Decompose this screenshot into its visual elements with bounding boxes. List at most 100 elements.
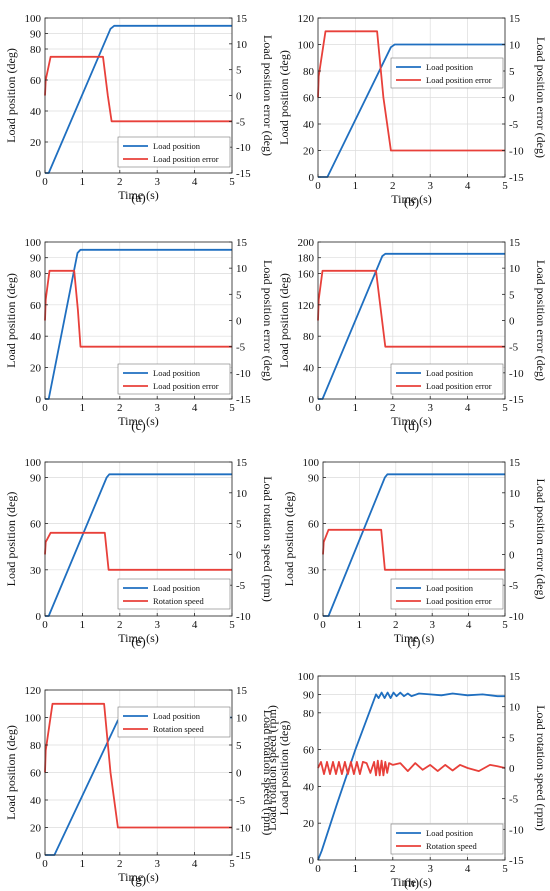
x-tick-label: 1 (80, 176, 86, 188)
y2-tick-label: 15 (236, 685, 248, 697)
y-tick-label: 90 (30, 253, 42, 265)
y-tick-label: 20 (30, 137, 42, 149)
y2-tick-label: 10 (509, 702, 521, 714)
y-axis-label: Load position (deg) (282, 492, 296, 587)
legend-label: Load position error (426, 75, 492, 85)
x-tick-label: 1 (353, 180, 359, 192)
x-tick-label: 5 (502, 863, 508, 875)
x-tick-label: 0 (315, 402, 321, 414)
y-tick-label: 80 (30, 740, 42, 752)
x-tick-label: 2 (390, 402, 396, 414)
y2-axis-label: Load position error (deg) (534, 260, 548, 381)
y2-tick-label: 5 (509, 732, 515, 744)
legend-label: Load position error (153, 154, 219, 164)
y2-tick-label: -5 (236, 342, 246, 354)
y-axis-label: Load position (deg) (4, 492, 18, 587)
y-tick-label: 20 (303, 818, 315, 830)
y-tick-label: 40 (30, 795, 42, 807)
y2-tick-label: -10 (236, 611, 251, 623)
plot-frame (44, 461, 233, 617)
x-tick-label: 4 (465, 863, 471, 875)
x-tick-label: 0 (320, 619, 326, 631)
y2-tick-label: 5 (509, 66, 515, 78)
y-axis-label: Load position (deg) (277, 50, 291, 145)
x-tick-label: 2 (117, 619, 123, 631)
legend-label: Load position (153, 583, 201, 593)
x-tick-label: 1 (353, 402, 359, 414)
y2-tick-label: -15 (236, 168, 251, 180)
x-tick-label: 4 (465, 402, 471, 414)
legend-box (390, 823, 504, 855)
y-tick-label: 80 (303, 66, 315, 78)
panel-caption: (c) (131, 418, 145, 433)
y-tick-label: 20 (30, 363, 42, 375)
y-tick-label: 90 (30, 29, 42, 41)
x-tick-label: 0 (42, 858, 48, 870)
y2-axis-label: Load position error (deg) (261, 35, 275, 156)
y-tick-label: 60 (30, 300, 42, 312)
x-tick-label: 0 (42, 402, 48, 414)
y2-tick-label: 10 (509, 488, 521, 500)
legend-label: Rotation speed (426, 841, 478, 851)
x-tick-label: 5 (229, 176, 235, 188)
y2-tick-label: 5 (509, 519, 515, 531)
y-tick-label: 0 (36, 611, 42, 623)
chart-panel-b: 0 1 2 3 4 5 0 20 40 60 80 100 120 -15 -10 -5 0 5 10 15 Time … (277, 13, 548, 209)
y2-tick-label: -10 (509, 146, 524, 158)
y-tick-label: 100 (298, 40, 315, 52)
legend-label: Load position (426, 368, 474, 378)
y-tick-label: 60 (30, 75, 42, 87)
x-tick-label: 2 (117, 176, 123, 188)
x-tick-label: 4 (465, 180, 471, 192)
x-axis-label: Time (s) (391, 875, 432, 889)
y-tick-label: 30 (308, 565, 320, 577)
y-tick-label: 60 (30, 768, 42, 780)
y2-tick-label: -5 (509, 119, 519, 131)
y2-tick-label: 5 (236, 289, 242, 301)
chart-panel-f: 0 1 2 3 4 5 0 30 60 90 100 -10 -5 0 5 10 15 Time (s) Load … (282, 457, 548, 649)
y2-tick-label: -10 (236, 142, 251, 154)
legend-label: Load position error (426, 596, 492, 606)
series-line-right (317, 30, 505, 152)
y2-tick-label: 10 (236, 263, 248, 275)
plot-frame (322, 461, 506, 617)
chart-panel-c: 0 1 2 3 4 5 0 20 40 60 80 90 100 -15 -10 -5 0 5 10 15 Time (… (4, 237, 275, 433)
y-tick-label: 0 (36, 850, 42, 862)
y-tick-label: 100 (298, 671, 315, 683)
series-line-right (44, 269, 232, 348)
legend-label: Load position (426, 828, 474, 838)
chart-panel-e: 0 1 2 3 4 5 0 30 60 90 100 -10 -5 0 5 10 15 Time (s) Load … (4, 457, 275, 649)
y2-tick-label: -15 (509, 394, 524, 406)
x-tick-label: 4 (192, 619, 198, 631)
panel-caption: (b) (404, 194, 419, 209)
y-tick-label: 120 (298, 300, 315, 312)
legend-label: Load position (153, 368, 201, 378)
y-tick-label: 90 (303, 689, 315, 701)
y-tick-label: 100 (25, 713, 42, 725)
y-tick-label: 120 (298, 13, 315, 25)
y-tick-label: 30 (30, 565, 42, 577)
y-tick-label: 0 (309, 172, 315, 184)
panel-caption: (a) (131, 190, 145, 205)
y2-tick-label: 10 (236, 713, 248, 725)
y-tick-label: 20 (30, 823, 42, 835)
legend-box (117, 136, 231, 168)
legend-label: Load position (153, 141, 201, 151)
y2-axis-label: Load position error (deg) (534, 479, 548, 600)
panel-caption: (d) (404, 418, 419, 433)
y-axis-label: Load position (deg) (277, 721, 291, 816)
y2-tick-label: -10 (236, 823, 251, 835)
x-tick-label: 5 (502, 619, 508, 631)
y2-tick-label: 0 (236, 316, 242, 328)
legend-label: Load position (153, 711, 201, 721)
chart-panel-d: 0 1 2 3 4 5 0 40 80 120 160 180 200 -15 -10 -5 0 5 10 15 Tim… (277, 237, 548, 433)
legend-box (117, 578, 231, 610)
x-tick-label: 2 (390, 863, 396, 875)
x-axis-label: Time (s) (391, 414, 432, 428)
y-tick-label: 40 (303, 363, 315, 375)
y-tick-label: 0 (314, 611, 320, 623)
x-tick-label: 2 (393, 619, 399, 631)
y-tick-label: 200 (298, 237, 315, 249)
y-tick-label: 60 (30, 519, 42, 531)
panel-caption: (h) (404, 875, 419, 890)
